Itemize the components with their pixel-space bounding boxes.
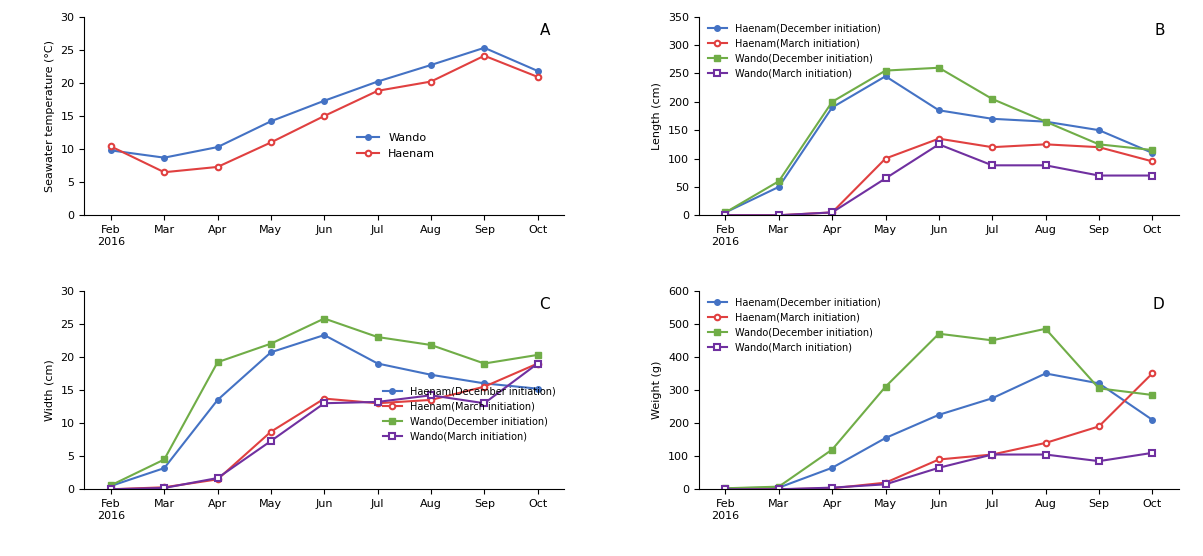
- Y-axis label: Weight (g): Weight (g): [652, 361, 663, 419]
- Legend: Haenam(December initiation), Haenam(March initiation), Wando(December initiation: Haenam(December initiation), Haenam(Marc…: [379, 383, 559, 445]
- Legend: Haenam(December initiation), Haenam(March initiation), Wando(December initiation: Haenam(December initiation), Haenam(Marc…: [704, 294, 884, 356]
- Y-axis label: Length (cm): Length (cm): [652, 82, 663, 150]
- Y-axis label: Seawater temperature (°C): Seawater temperature (°C): [45, 40, 55, 192]
- Y-axis label: Width (cm): Width (cm): [45, 359, 55, 421]
- Text: C: C: [539, 297, 550, 312]
- Legend: Haenam(December initiation), Haenam(March initiation), Wando(December initiation: Haenam(December initiation), Haenam(Marc…: [704, 19, 884, 82]
- Text: B: B: [1154, 23, 1165, 38]
- Text: D: D: [1152, 297, 1165, 312]
- Text: A: A: [540, 23, 550, 38]
- Legend: Wando, Haenam: Wando, Haenam: [352, 128, 440, 163]
